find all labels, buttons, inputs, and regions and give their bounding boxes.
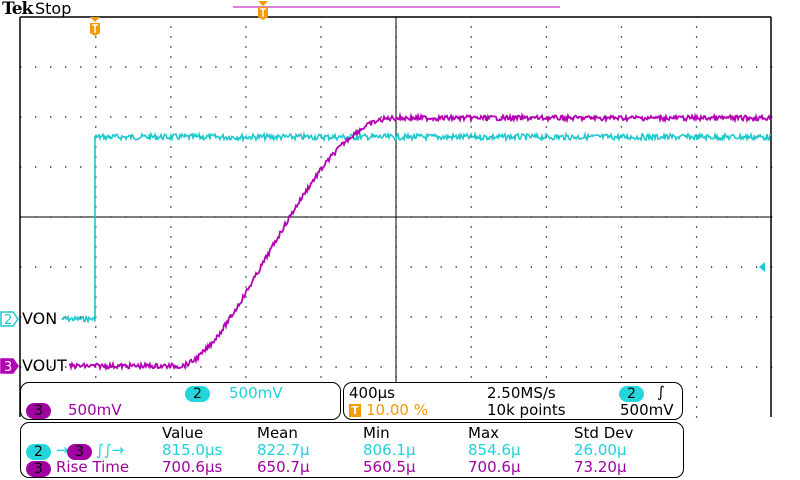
record-trigger-icon-glyph	[260, 8, 266, 17]
rise-source-badge: 3	[26, 461, 51, 477]
ch3-badge: 3	[26, 403, 51, 419]
channel-scale-panel[interactable]: 2 500mV 3 500mV	[20, 382, 341, 420]
brand-logo: Tek	[2, 0, 33, 19]
rise-mean: 650.7µ	[257, 458, 310, 476]
ch2-scale: 500mV	[229, 384, 283, 402]
delay-max: 854.6µ	[468, 441, 521, 459]
delay-rising-rising-icon: ∫∫→	[96, 441, 125, 459]
trigger-level: 500mV	[620, 401, 674, 419]
header-mean: Mean	[257, 424, 298, 442]
ch2-badge: 2	[185, 386, 210, 402]
ch3-ground-marker	[0, 358, 19, 374]
rise-time-label: Rise Time	[56, 458, 130, 476]
arrow-right-icon: →	[56, 441, 69, 459]
ch3-label: VOUT	[22, 356, 67, 375]
delay-value: 815.0µs	[162, 441, 223, 459]
delay-target-badge: 3	[67, 444, 92, 460]
ch3-scale: 500mV	[68, 401, 122, 419]
header-value: Value	[162, 424, 204, 442]
delay-mean: 822.7µ	[257, 441, 310, 459]
rise-min: 560.5µ	[363, 458, 416, 476]
ch3-ground-marker-number: 3	[4, 360, 12, 375]
header-min: Min	[363, 424, 390, 442]
timebase-panel[interactable]: 400µs 2.50MS/s 2 ∫ T 10.00 % 10k points …	[343, 382, 683, 420]
ch2-ground-marker	[0, 311, 19, 327]
rise-max: 700.6µ	[468, 458, 521, 476]
header-std-dev: Std Dev	[574, 424, 634, 442]
record-length: 10k points	[487, 401, 566, 419]
acquisition-state: Stop	[35, 0, 72, 18]
trigger-position-icon: T	[349, 404, 361, 417]
horizontal-scale: 400µs	[349, 384, 395, 402]
delay-std-dev: 26.00µ	[574, 441, 627, 459]
ch3-waveform	[69, 112, 772, 372]
delay-min: 806.1µ	[363, 441, 416, 459]
ch2-ground-marker-number: 2	[4, 313, 12, 328]
trigger-position: 10.00 %	[366, 401, 428, 419]
trigger-source-badge: 2	[619, 386, 644, 402]
sample-rate: 2.50MS/s	[487, 384, 556, 402]
measurement-panel[interactable]: Value Mean Min Max Std Dev 2 → 3 ∫∫→ 815…	[20, 422, 684, 478]
trigger-position-marker-glyph	[92, 24, 98, 33]
delay-source-badge: 2	[26, 444, 51, 460]
ch2-waveform	[61, 130, 772, 324]
rise-std-dev: 73.20µ	[574, 458, 627, 476]
rising-edge-icon: ∫	[657, 383, 665, 401]
header-max: Max	[468, 424, 500, 442]
trigger-level-marker	[759, 262, 765, 272]
ch2-label: VON	[22, 309, 58, 328]
rise-value: 700.6µs	[162, 458, 223, 476]
